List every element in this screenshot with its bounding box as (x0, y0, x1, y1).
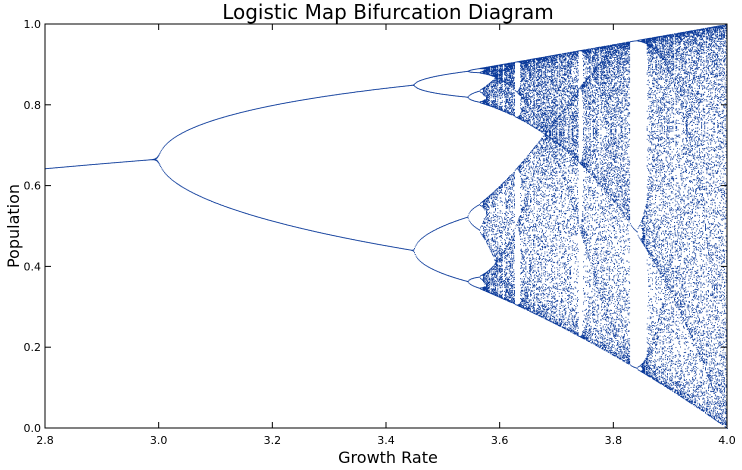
x-tick-label: 3.2 (264, 434, 282, 447)
x-tick-label: 3.6 (491, 434, 509, 447)
x-tick-label: 3.4 (377, 434, 395, 447)
chart-title: Logistic Map Bifurcation Diagram (222, 0, 554, 24)
data-points (45, 24, 728, 429)
x-tick-label: 3.0 (150, 434, 168, 447)
x-axis-label: Growth Rate (338, 448, 438, 467)
y-axis-label: Population (4, 184, 23, 268)
y-axis: 0.0 0.2 0.4 0.6 0.8 1.0 (24, 18, 727, 435)
y-tick-label: 0.4 (24, 260, 42, 273)
y-tick-label: 0.6 (24, 180, 42, 193)
y-tick-label: 1.0 (24, 18, 42, 31)
x-tick-label: 2.8 (36, 434, 54, 447)
x-axis: 2.8 3.0 3.2 3.4 3.6 3.8 4.0 (36, 24, 736, 447)
bifurcation-points (45, 24, 728, 429)
y-tick-label: 0.2 (24, 341, 42, 354)
y-tick-label: 0.8 (24, 99, 42, 112)
x-tick-label: 3.8 (605, 434, 623, 447)
x-tick-label: 4.0 (718, 434, 736, 447)
y-tick-label: 0.0 (24, 422, 42, 435)
